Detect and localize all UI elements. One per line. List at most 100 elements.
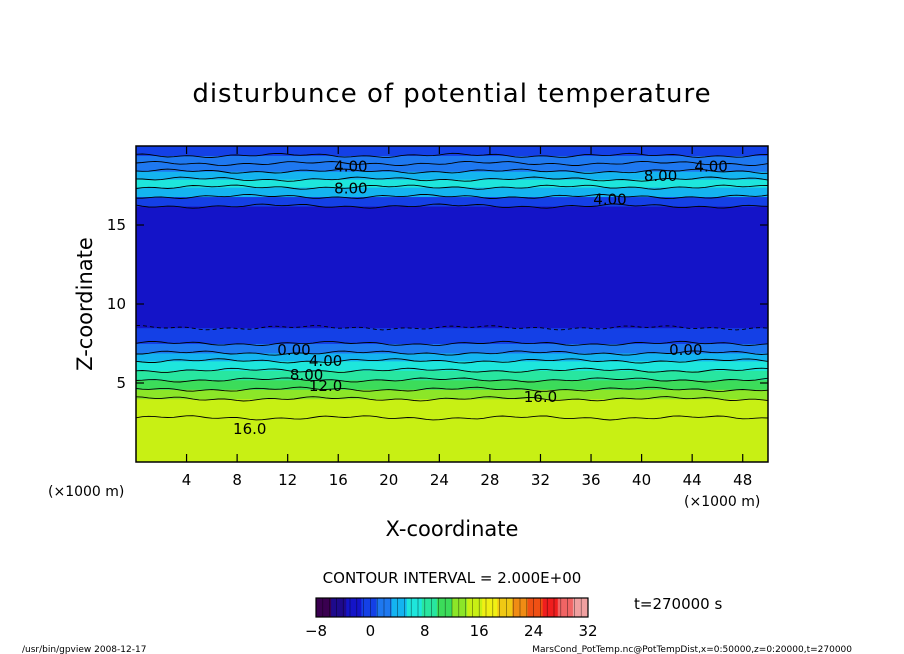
colorbar-swatch <box>406 598 423 617</box>
heatmap-band <box>136 155 768 164</box>
heatmap-band <box>136 327 768 344</box>
contour-label: 8.00 <box>334 180 367 198</box>
colorbar-tick-label: 0 <box>366 622 376 640</box>
colorbar-swatch <box>331 598 347 617</box>
contour-line <box>135 203 769 209</box>
colorbar-swatch <box>542 598 559 617</box>
colorbar-tick-label: 32 <box>578 622 597 640</box>
colorbar-swatch <box>436 598 453 617</box>
y-axis: 5 10 15 <box>107 216 768 392</box>
heatmap-band <box>136 171 768 180</box>
contour-labels: 4.00 4.008.008.004.000.00 0.004.008.0012.0… <box>233 158 728 438</box>
colorbar-swatch <box>557 598 574 617</box>
colorbar-frame <box>315 597 589 618</box>
colorbar-swatch <box>482 598 498 617</box>
heatmap-band <box>136 398 768 419</box>
x-tick-label: 28 <box>480 471 499 489</box>
y-axis-label: Z-coordinate <box>73 237 97 371</box>
heatmap-band <box>136 370 768 381</box>
plot-area <box>136 146 768 463</box>
contour-label: 4.00 <box>593 191 626 209</box>
heatmap-band <box>136 352 768 362</box>
contour-label: 0.00 <box>669 341 702 359</box>
colorbar-swatch <box>361 598 377 617</box>
contour-label: 16.0 <box>233 420 266 438</box>
heatmap-band <box>136 163 768 172</box>
contour-line <box>136 350 769 356</box>
x-tick-label: 36 <box>581 471 600 489</box>
x-tick-label: 4 <box>182 471 192 489</box>
heatmap-band <box>136 179 768 188</box>
contour-line <box>135 377 769 383</box>
contour-label: 8.00 <box>644 167 677 185</box>
footer-left: /usr/bin/gpview 2008-12-17 <box>22 645 146 654</box>
colorbar-swatch <box>421 598 438 617</box>
heatmap-band <box>136 389 768 400</box>
colorbar-swatch <box>497 598 513 617</box>
contour-line <box>135 176 769 182</box>
contour-line <box>135 340 769 346</box>
colorbar-swatch <box>391 598 408 617</box>
contour-line <box>135 168 769 174</box>
contour-line <box>135 396 769 402</box>
heatmap-band <box>136 187 768 198</box>
x-tick-label: 12 <box>278 471 297 489</box>
contour-line <box>135 367 769 373</box>
colorbar-tick-label: 16 <box>470 622 489 640</box>
x-tick-label: 32 <box>531 471 550 489</box>
chart-title: disturbunce of potential temperature <box>192 79 711 109</box>
x-tick-label: 24 <box>430 471 449 489</box>
colorbar-tick-label: 24 <box>524 622 543 640</box>
heatmap-band <box>136 206 768 329</box>
colorbar <box>315 597 589 618</box>
x-tick-label: 20 <box>379 471 398 489</box>
contour-label: 4.00 <box>334 158 367 176</box>
colorbar-tick-label: −8 <box>305 622 327 640</box>
x-tick-label: 44 <box>683 471 702 489</box>
y-tick-label: 5 <box>116 374 126 392</box>
contour-line <box>135 358 769 364</box>
contour-line <box>135 184 769 190</box>
contour-line <box>135 160 769 167</box>
y-tick-label: 10 <box>107 295 126 313</box>
x-axis-label: X-coordinate <box>386 517 519 541</box>
contour-label: 16.0 <box>524 388 557 406</box>
colorbar-swatch <box>452 598 468 617</box>
colorbar-swatch <box>572 598 589 617</box>
colorbar-swatch <box>467 598 483 617</box>
heatmap-band <box>136 379 768 390</box>
x-tick-label: 16 <box>329 471 348 489</box>
time-label: t=270000 s <box>634 595 722 613</box>
colorbar-swatch <box>527 598 544 617</box>
contour-line <box>135 386 769 392</box>
contour-label: 0.00 <box>277 341 310 359</box>
heatmap-band <box>136 146 768 156</box>
x-tick-label: 8 <box>232 471 242 489</box>
heatmap-band <box>136 343 768 354</box>
contour-label: 12.0 <box>309 377 342 395</box>
contour-label: 4.00 <box>309 352 342 370</box>
contour-lines <box>135 152 769 421</box>
colorbar-swatch <box>346 598 362 617</box>
contour-line <box>135 415 769 421</box>
x-unit-right: (×1000 m) <box>684 494 760 510</box>
heatmap-band <box>136 417 768 463</box>
colorbar-ticks: −8 0 8 16 24 32 <box>305 622 598 640</box>
x-tick-label: 48 <box>733 471 752 489</box>
colorbar-tick-label: 8 <box>420 622 430 640</box>
contour-interval: CONTOUR INTERVAL = 2.000E+00 <box>323 569 582 587</box>
contour-label: 4.00 <box>694 158 727 176</box>
x-tick-label: 40 <box>632 471 651 489</box>
heatmap-band <box>136 360 768 371</box>
x-unit-left: (×1000 m) <box>48 484 124 500</box>
y-tick-label: 15 <box>107 216 126 234</box>
heatmap-band <box>136 196 768 207</box>
footer-right: MarsCond_PotTemp.nc@PotTempDist,x=0:5000… <box>532 645 852 654</box>
colorbar-swatch <box>316 598 332 617</box>
contour-label: 8.00 <box>290 366 323 384</box>
contour-line <box>136 325 769 331</box>
contour-line <box>135 152 769 158</box>
x-axis: 4 8 12 16 20 24 28 32 36 40 44 48 <box>182 146 752 489</box>
contour-line <box>136 193 769 200</box>
